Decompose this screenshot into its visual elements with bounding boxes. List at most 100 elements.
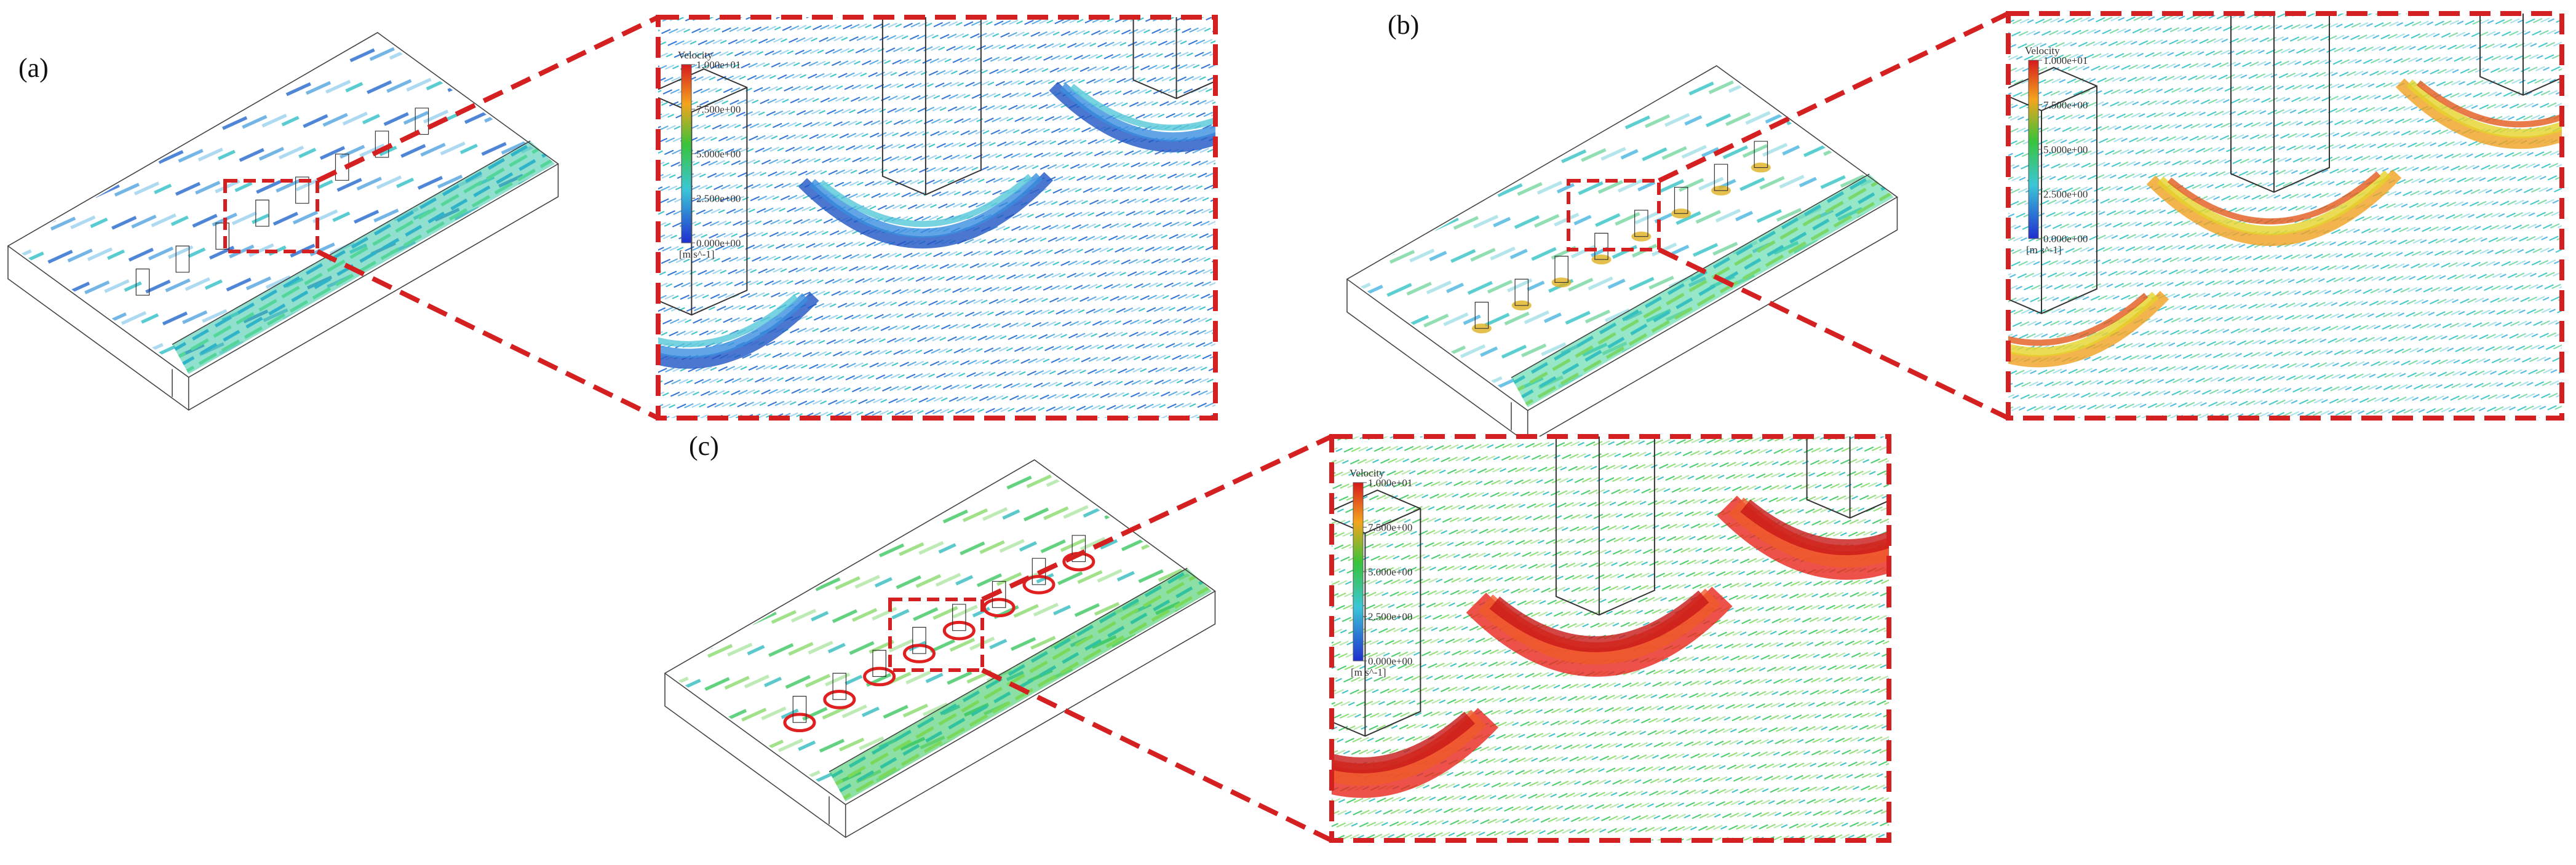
colorbar	[681, 64, 692, 243]
pier-box	[881, 17, 982, 196]
scour-arc	[1489, 590, 1709, 652]
colorbar-label: 2.500e+00	[1368, 611, 1412, 623]
zoom-connector	[1658, 247, 2010, 421]
legend-title: Velocity	[1350, 467, 1385, 479]
scour-arc	[2406, 79, 2562, 138]
pier-box	[658, 68, 748, 316]
scour-ring	[825, 691, 854, 708]
colorbar-unit: [m s^-1]	[679, 248, 715, 260]
legend-title: Velocity	[2025, 45, 2060, 57]
channel-strip	[829, 568, 1212, 802]
colorbar-unit: [m s^-1]	[1351, 666, 1386, 678]
scour-arc	[658, 292, 819, 369]
pier-box	[2230, 14, 2330, 193]
overview-model	[1347, 66, 1897, 443]
scour-ring	[944, 622, 974, 639]
pier-box	[1332, 489, 1421, 737]
legend-title: Velocity	[678, 49, 713, 61]
scour-arc	[2008, 293, 2149, 346]
colorbar-label: 7.500e+00	[1368, 522, 1412, 534]
pier-box	[1806, 436, 1889, 519]
scour-arc	[808, 173, 1043, 238]
scour-arc	[2146, 169, 2402, 247]
scour-arc	[798, 172, 1054, 249]
pier-box	[1555, 436, 1655, 616]
scour-arc	[2157, 170, 2391, 235]
zoom-connector	[316, 15, 659, 183]
zoom-connector	[1658, 11, 2010, 183]
zoom-connector	[316, 249, 659, 421]
channel-edge	[829, 568, 1187, 772]
pier-box	[1132, 17, 1215, 100]
scour-arc	[2008, 291, 2169, 368]
colorbar-label: 0.000e+00	[1368, 655, 1412, 667]
pier	[913, 627, 926, 654]
zoom-flow	[2008, 14, 2562, 418]
scour-arc	[2395, 78, 2562, 149]
scour-arc	[658, 294, 798, 347]
scour-ring	[1024, 577, 1054, 593]
pier	[1714, 164, 1727, 191]
scour-ring	[865, 668, 894, 685]
scour-arc	[658, 293, 809, 358]
zoom-view	[2008, 14, 2562, 418]
colorbar-label: 7.500e+00	[2043, 100, 2088, 111]
pier	[415, 108, 428, 135]
scour-ring	[785, 714, 814, 731]
flow-field	[668, 463, 1212, 802]
pier	[1595, 233, 1608, 259]
pier	[256, 200, 269, 226]
colorbar-label: 5.000e+00	[696, 148, 741, 160]
channel-edge	[1511, 174, 1869, 377]
pier	[1515, 279, 1528, 306]
colorbar-label: 0.000e+00	[2043, 233, 2088, 245]
zoom-connector	[981, 434, 1333, 602]
highlight-box	[223, 179, 319, 253]
scour-arc	[1332, 711, 1475, 773]
colorbar-unit: [m s^-1]	[2026, 244, 2062, 256]
colorbar-label: 0.000e+00	[696, 237, 741, 249]
zoom-flow	[658, 17, 1215, 418]
colorbar	[2028, 60, 2039, 239]
panel-label: (c)	[689, 431, 719, 461]
zoom-frame	[2006, 11, 2564, 421]
scour-arc	[2167, 171, 2381, 225]
overview-model	[8, 33, 558, 410]
pier	[1635, 210, 1648, 237]
pier	[1072, 535, 1085, 562]
highlight-box	[888, 598, 984, 672]
scour-arc	[2416, 80, 2562, 128]
pier-box	[2008, 66, 2097, 315]
colorbar-label: 1.000e+01	[696, 59, 741, 71]
colorbar-label: 7.500e+00	[696, 104, 741, 116]
flow-field	[1350, 69, 1894, 408]
colorbar-label: 5.000e+00	[2043, 144, 2088, 156]
colorbar-label: 5.000e+00	[1368, 566, 1412, 578]
colorbar-label: 1.000e+01	[2043, 55, 2088, 66]
pier	[176, 246, 189, 272]
pier	[833, 673, 846, 700]
scour-arc	[1049, 82, 1215, 152]
scour-arc	[1740, 499, 1889, 556]
channel-strip	[1511, 174, 1894, 408]
scour-ring	[904, 646, 934, 662]
zoom-connector	[981, 668, 1333, 843]
pier	[873, 650, 886, 677]
zoom-frame	[656, 15, 1218, 421]
pier	[1555, 256, 1568, 283]
flow-field	[11, 36, 555, 374]
pier-box	[2479, 14, 2562, 96]
pier	[953, 604, 966, 631]
zoom-view	[1332, 436, 1889, 840]
box-top	[665, 460, 1215, 805]
highlight-box	[1567, 179, 1661, 251]
pier	[793, 696, 806, 722]
pier	[216, 223, 229, 250]
channel-strip	[172, 141, 555, 374]
scour-arc	[819, 173, 1033, 227]
colorbar	[1353, 482, 1364, 662]
colorbar-label: 1.000e+01	[1368, 477, 1412, 489]
pier	[1674, 188, 1687, 214]
